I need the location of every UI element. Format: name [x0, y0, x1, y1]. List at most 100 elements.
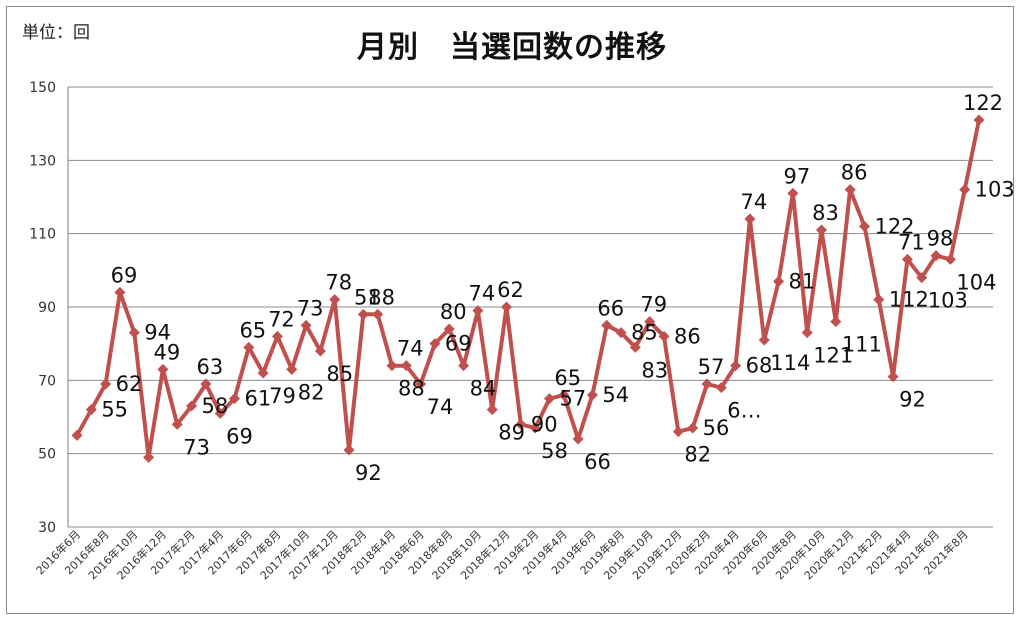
data-point — [400, 360, 412, 372]
data-label: 68 — [746, 354, 773, 378]
data-label: 62 — [116, 372, 143, 396]
data-point — [271, 330, 283, 342]
data-label: 121 — [813, 344, 853, 368]
data-point — [687, 422, 699, 434]
data-point — [486, 404, 498, 416]
data-point — [228, 393, 240, 405]
data-point — [171, 418, 183, 430]
data-point — [658, 330, 670, 342]
data-point — [357, 308, 369, 320]
y-tick-label: 50 — [38, 447, 56, 463]
data-point — [644, 316, 656, 328]
data-point — [672, 426, 684, 438]
data-point — [773, 275, 785, 287]
data-label: 63 — [196, 355, 223, 379]
data-point — [343, 444, 355, 456]
data-label: 55 — [101, 398, 128, 422]
data-point — [243, 341, 255, 353]
data-label: 122 — [963, 91, 1003, 115]
data-label: 65 — [554, 366, 581, 390]
data-label: 85 — [326, 362, 353, 386]
data-point — [114, 286, 126, 298]
data-point — [429, 338, 441, 350]
data-point — [329, 294, 341, 306]
data-label: 82 — [684, 443, 711, 467]
data-label: 74 — [741, 190, 768, 214]
data-label: 66 — [597, 296, 624, 320]
data-label: 86 — [674, 324, 701, 348]
series-line-layer — [75, 119, 981, 460]
data-label: 92 — [899, 388, 926, 412]
data-label: 69 — [111, 263, 138, 287]
data-label: 58 — [541, 439, 568, 463]
data-label: 122 — [874, 214, 914, 238]
data-point — [214, 407, 226, 419]
data-label: 61 — [244, 387, 271, 411]
data-point — [257, 367, 269, 379]
data-point — [472, 305, 484, 317]
data-point — [701, 378, 713, 390]
data-label: 57 — [559, 387, 586, 411]
series-line — [75, 119, 981, 460]
data-label: 69 — [445, 332, 472, 356]
data-label: 58 — [202, 394, 229, 418]
chart-title: 月別 当選回数の推移 — [357, 30, 667, 65]
data-point — [443, 323, 455, 335]
data-point — [543, 393, 555, 405]
data-point — [944, 253, 956, 265]
y-tick-label: 30 — [38, 520, 56, 536]
data-labels: 5562699449735863696165797282738578925188… — [101, 91, 1014, 485]
data-label: 79 — [269, 384, 296, 408]
y-tick-label: 90 — [38, 300, 56, 316]
data-point — [858, 220, 870, 232]
data-label: 112 — [889, 288, 929, 312]
data-label: 98 — [927, 227, 954, 251]
data-label: 83 — [812, 201, 839, 225]
data-label: 71 — [898, 230, 925, 254]
data-point — [787, 187, 799, 199]
data-label: 103 — [928, 289, 968, 313]
chart-frame — [6, 6, 1014, 614]
data-label: 69 — [226, 424, 253, 448]
y-tick-label: 70 — [38, 373, 56, 389]
data-label: 81 — [789, 269, 816, 293]
data-label: 88 — [368, 285, 395, 309]
data-label: 54 — [602, 383, 629, 407]
data-label: 84 — [470, 377, 497, 401]
data-point — [615, 327, 627, 339]
data-point — [458, 360, 470, 372]
data-label: 79 — [640, 293, 667, 317]
data-point — [300, 319, 312, 331]
data-point — [558, 389, 570, 401]
data-point — [801, 327, 813, 339]
data-label: 62 — [497, 278, 524, 302]
data-label: 111 — [842, 333, 882, 357]
data-point — [143, 451, 155, 463]
data-point — [415, 378, 427, 390]
data-point — [930, 250, 942, 262]
data-label: 49 — [154, 340, 181, 364]
data-label: 89 — [498, 421, 525, 445]
data-point — [629, 341, 641, 353]
data-label: 65 — [239, 318, 266, 342]
data-point — [386, 360, 398, 372]
data-label: 88 — [398, 377, 425, 401]
data-point — [100, 378, 112, 390]
data-label: 90 — [531, 412, 558, 436]
data-label: 78 — [325, 271, 352, 295]
data-point — [372, 308, 384, 320]
data-point — [157, 363, 169, 375]
gridlines — [68, 86, 993, 528]
data-label: 103 — [975, 178, 1015, 202]
data-label: 85 — [631, 321, 658, 345]
data-label: 80 — [440, 300, 467, 324]
data-point — [959, 184, 971, 196]
data-label: 73 — [183, 435, 210, 459]
y-tick-label: 130 — [29, 153, 56, 169]
data-point — [186, 400, 198, 412]
data-point — [744, 213, 756, 225]
data-label: 86 — [841, 161, 868, 185]
data-point — [286, 363, 298, 375]
data-point — [586, 389, 598, 401]
data-label: 114 — [770, 351, 810, 375]
